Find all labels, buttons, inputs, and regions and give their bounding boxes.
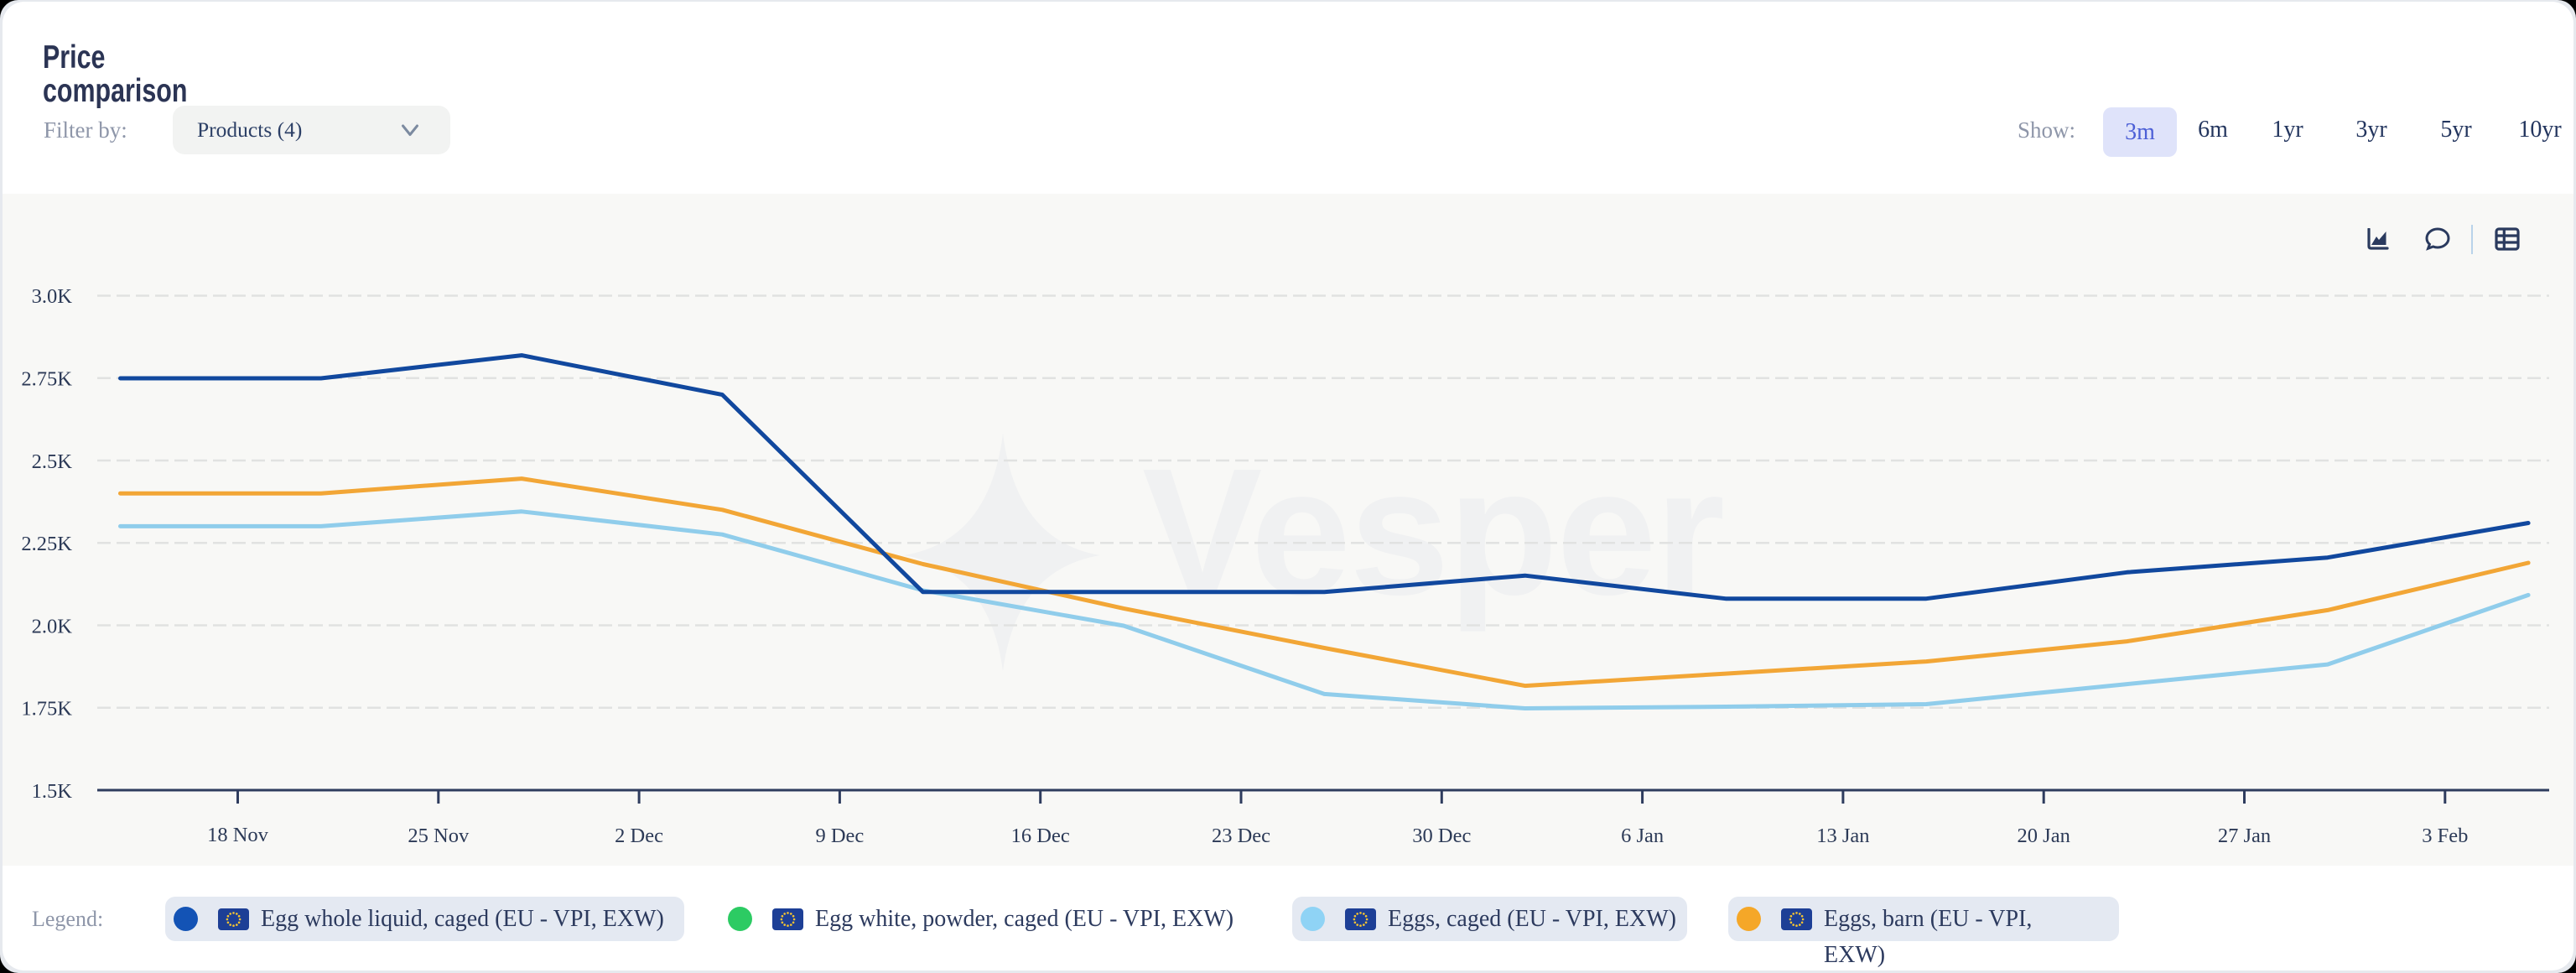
svg-text:13 Jan: 13 Jan (1816, 825, 1869, 847)
svg-text:23 Dec: 23 Dec (1212, 825, 1270, 847)
svg-text:2.75K: 2.75K (21, 368, 72, 391)
svg-text:2.5K: 2.5K (32, 450, 73, 473)
svg-text:9 Dec: 9 Dec (815, 825, 864, 847)
svg-text:27 Jan: 27 Jan (2218, 825, 2271, 847)
svg-text:30 Dec: 30 Dec (1412, 825, 1471, 847)
svg-text:Vesper: Vesper (1142, 430, 1723, 632)
svg-text:3.0K: 3.0K (32, 285, 73, 308)
svg-text:1.5K: 1.5K (32, 780, 73, 803)
svg-text:3 Feb: 3 Feb (2422, 825, 2468, 847)
svg-text:2 Dec: 2 Dec (615, 825, 663, 847)
svg-text:16 Dec: 16 Dec (1011, 825, 1070, 847)
svg-text:6 Jan: 6 Jan (1621, 825, 1664, 847)
svg-text:2.25K: 2.25K (21, 533, 72, 555)
svg-text:25 Nov: 25 Nov (408, 825, 470, 847)
svg-text:18 Nov: 18 Nov (207, 824, 269, 846)
svg-text:2.0K: 2.0K (32, 616, 73, 638)
svg-text:20 Jan: 20 Jan (2018, 825, 2070, 847)
svg-text:1.75K: 1.75K (21, 698, 72, 721)
